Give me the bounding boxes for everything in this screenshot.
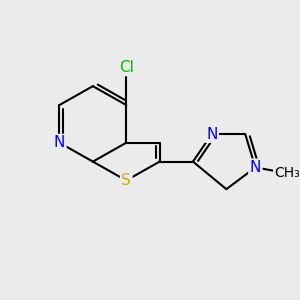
Text: N: N — [54, 135, 65, 150]
Text: N: N — [206, 127, 218, 142]
Text: Cl: Cl — [119, 60, 134, 75]
Text: S: S — [122, 173, 131, 188]
Text: CH₃: CH₃ — [274, 166, 300, 180]
Text: N: N — [250, 160, 261, 175]
